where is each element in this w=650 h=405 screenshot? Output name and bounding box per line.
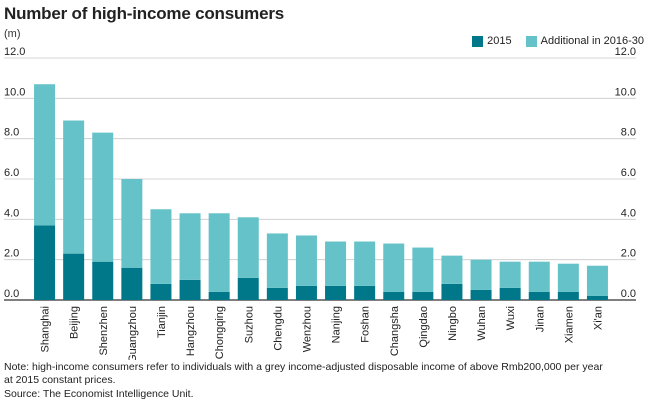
bar-2015	[412, 291, 434, 300]
x-tick-label: Ningbo	[447, 306, 459, 341]
bar-2015	[441, 283, 463, 300]
y-tick-label-right: 2.0	[621, 248, 636, 260]
bar-2015	[499, 287, 521, 300]
x-tick-label: Xi'an	[592, 306, 604, 330]
bar-2015	[34, 225, 56, 300]
y-tick-label-right: 0.0	[621, 288, 636, 300]
bar-additional	[499, 261, 521, 288]
bar-additional	[470, 259, 492, 290]
x-tick-label: Tianjin	[156, 306, 168, 338]
bar-additional	[237, 217, 259, 278]
x-tick-label: Wuxi	[505, 306, 517, 330]
legend-swatch-2015	[472, 35, 484, 47]
bar-additional	[150, 209, 172, 284]
bar-additional	[179, 213, 201, 280]
bar-additional	[528, 261, 550, 292]
legend-swatch-additional	[525, 35, 537, 47]
bar-2015	[179, 279, 201, 300]
x-tick-label: Nanjing	[331, 306, 343, 343]
legend-label-additional: Additional in 2016-30	[540, 35, 644, 47]
y-tick-label-left: 2.0	[4, 248, 19, 260]
bars	[34, 84, 608, 300]
y-tick-label-left: 10.0	[4, 86, 25, 98]
bar-2015	[150, 283, 172, 300]
bar-2015	[325, 285, 347, 300]
y-tick-label-left: 0.0	[4, 288, 19, 300]
legend-item-2015: 2015	[472, 35, 512, 47]
y-tick-label-right: 4.0	[621, 207, 636, 219]
bar-additional	[441, 255, 463, 284]
bar-additional	[354, 241, 376, 286]
x-tick-label: Chongqing	[214, 306, 226, 359]
y-tick-label-left: 4.0	[4, 207, 19, 219]
bar-additional	[557, 263, 579, 292]
y-tick-label-left: 6.0	[4, 167, 19, 179]
chart-title: Number of high-income consumers	[4, 4, 285, 23]
x-tick-label: Changsha	[389, 305, 401, 356]
bar-2015	[208, 291, 230, 300]
y-tick-label-right: 12.0	[615, 46, 636, 58]
y-tick-label-right: 10.0	[615, 86, 636, 98]
bar-2015	[266, 287, 288, 300]
bar-additional	[121, 179, 143, 268]
x-tick-label: Guangzhou	[127, 306, 139, 360]
bar-2015	[295, 285, 317, 300]
bar-2015	[63, 253, 85, 300]
bar-2015	[586, 295, 608, 300]
bar-additional	[92, 132, 114, 262]
y-axis-right: 0.0 2.0 4.0 6.0 8.0 10.0 12.0	[615, 46, 636, 300]
x-tick-label: Xiamen	[563, 306, 575, 343]
bar-additional	[295, 235, 317, 286]
source-note: Source: The Economist Intelligence Unit.	[4, 388, 194, 400]
x-tick-label: Wenzhou	[301, 306, 313, 352]
bar-2015	[354, 285, 376, 300]
y-axis-left: 0.0 2.0 4.0 6.0 8.0 10.0 12.0	[4, 46, 25, 300]
bar-additional	[412, 247, 434, 292]
legend-label-2015: 2015	[487, 35, 512, 47]
legend: 2015 Additional in 2016-30	[464, 35, 644, 47]
bar-additional	[586, 265, 608, 296]
bar-additional	[63, 120, 85, 254]
legend-item-additional: Additional in 2016-30	[525, 35, 644, 47]
x-tick-label: Beijing	[69, 306, 81, 339]
bar-additional	[266, 233, 288, 288]
x-tick-label: Foshan	[360, 306, 372, 343]
x-tick-label: Wuhan	[476, 306, 488, 341]
x-axis-labels: Shanghai Beijing Shenzhen Guangzhou Tianjin H…	[40, 305, 605, 360]
y-tick-label-left: 12.0	[4, 46, 25, 58]
bar-additional	[208, 213, 230, 292]
footnote-line-2: at 2015 constant prices.	[4, 374, 116, 386]
bar-2015	[383, 291, 405, 300]
bar-chart: 0.0 2.0 4.0 6.0 8.0 10.0 12.0 0.0 2.0 4.0 6.0 8.0 1…	[4, 46, 636, 360]
x-tick-label: Chengdu	[272, 306, 284, 351]
bar-additional	[34, 84, 56, 226]
x-tick-label: Qingdao	[418, 306, 430, 348]
footnote-line-1: Note: high-income consumers refer to ind…	[4, 361, 603, 373]
x-tick-label: Hangzhou	[185, 306, 197, 356]
unit-label: (m)	[4, 28, 21, 40]
bar-2015	[557, 291, 579, 300]
bar-2015	[121, 267, 143, 300]
bar-additional	[383, 243, 405, 292]
y-tick-label-right: 6.0	[621, 167, 636, 179]
x-tick-label: Shanghai	[40, 306, 52, 353]
x-tick-label: Suzhou	[243, 306, 255, 343]
x-tick-label: Jinan	[534, 306, 546, 332]
bar-2015	[528, 291, 550, 300]
bar-2015	[470, 289, 492, 300]
bar-2015	[237, 277, 259, 300]
bar-additional	[325, 241, 347, 286]
y-tick-label-right: 8.0	[621, 127, 636, 139]
y-tick-label-left: 8.0	[4, 127, 19, 139]
bar-2015	[92, 261, 114, 300]
footnote: Note: high-income consumers refer to ind…	[4, 361, 644, 387]
x-tick-label: Shenzhen	[98, 306, 110, 356]
